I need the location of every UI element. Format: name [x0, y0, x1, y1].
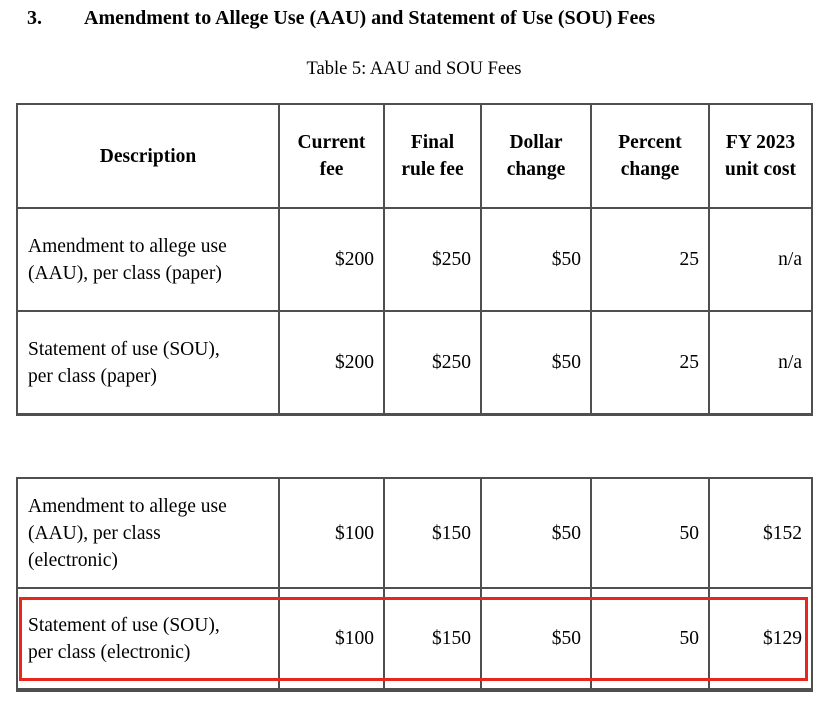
- column-header-percent-change: Percent change: [590, 105, 708, 207]
- cell-fy2023-unit-cost: n/a: [708, 312, 811, 413]
- cell-description: Amendment to allege use (AAU), per class…: [28, 495, 227, 571]
- column-header-current-fee: Current fee: [278, 105, 383, 207]
- cell-dollar-change: $50: [480, 589, 590, 688]
- column-header-final-rule-fee: Final rule fee: [383, 105, 480, 207]
- column-header-fy2023-unit-cost: FY 2023 unit cost: [708, 105, 811, 207]
- cell-final-rule-fee: $250: [383, 312, 480, 413]
- cell-current-fee: $200: [278, 209, 383, 310]
- cell-percent-change: 25: [590, 209, 708, 310]
- cell-dollar-change: $50: [480, 479, 590, 587]
- cell-fy2023-unit-cost: n/a: [708, 209, 811, 310]
- section-heading: 3. Amendment to Allege Use (AAU) and Sta…: [27, 7, 655, 30]
- table-row-aau-paper: Amendment to allege use (AAU), per class…: [18, 207, 811, 310]
- cell-fy2023-unit-cost: $152: [708, 479, 811, 587]
- section-title: Amendment to Allege Use (AAU) and Statem…: [84, 7, 656, 29]
- table-row-aau-electronic: Amendment to allege use (AAU), per class…: [18, 479, 811, 587]
- cell-final-rule-fee: $250: [383, 209, 480, 310]
- cell-dollar-change: $50: [480, 312, 590, 413]
- cell-dollar-change: $50: [480, 209, 590, 310]
- cell-description: Amendment to allege use (AAU), per class…: [28, 235, 227, 284]
- cell-final-rule-fee: $150: [383, 589, 480, 688]
- cell-current-fee: $100: [278, 589, 383, 688]
- cell-description: Statement of use (SOU), per class (paper…: [28, 338, 220, 387]
- cell-percent-change: 25: [590, 312, 708, 413]
- cell-percent-change: 50: [590, 479, 708, 587]
- fee-table-upper: Description Current fee Final rule fee D…: [16, 103, 813, 416]
- table-caption: Table 5: AAU and SOU Fees: [306, 59, 522, 79]
- section-number: 3.: [27, 7, 42, 29]
- table-row-sou-paper: Statement of use (SOU), per class (paper…: [18, 310, 811, 413]
- cell-current-fee: $100: [278, 479, 383, 587]
- column-header-dollar-change: Dollar change: [480, 105, 590, 207]
- fee-table-lower: Amendment to allege use (AAU), per class…: [16, 477, 813, 692]
- cell-final-rule-fee: $150: [383, 479, 480, 587]
- cell-current-fee: $200: [278, 312, 383, 413]
- cell-description: Statement of use (SOU), per class (elect…: [28, 614, 220, 663]
- table-header-row: Description Current fee Final rule fee D…: [18, 105, 811, 207]
- cell-fy2023-unit-cost: $129: [708, 589, 811, 688]
- column-header-description: Description: [99, 145, 197, 167]
- cell-percent-change: 50: [590, 589, 708, 688]
- table-row-sou-electronic: Statement of use (SOU), per class (elect…: [18, 587, 811, 688]
